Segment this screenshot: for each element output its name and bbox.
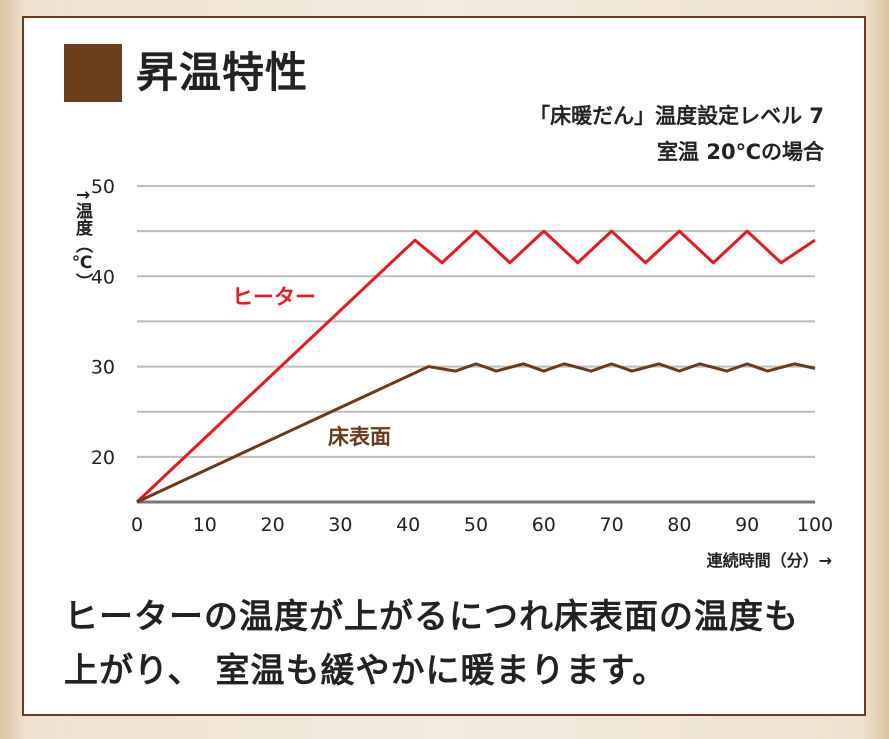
x-tick-label: 50 [464,514,488,536]
x-axis-label: 連続時間（分）→ [707,551,832,570]
x-tick-label: 90 [735,514,759,536]
chart-title: 昇温特性 [136,48,309,97]
subtitle-line-2: 室温 20℃の場合 [657,140,824,164]
chart-subtitle: 「床暖だん」温度設定レベル 7 室温 20℃の場合 [529,98,824,170]
y-tick-label: 40 [91,266,115,288]
y-tick-label: 50 [91,176,115,198]
x-tick-label: 40 [396,514,420,536]
x-tick-label: 20 [261,514,285,536]
heater-series-label: ヒーター [232,285,316,309]
x-tick-label: 70 [600,514,624,536]
chart-caption: ヒーターの温度が上がるにつれ床表面の温度も 上がり、 室温も緩やかに暖まります。 [64,590,844,698]
x-tick-label: 30 [328,514,352,536]
title-marker [64,44,122,102]
y-axis-label: ↑温度（℃） [72,188,93,290]
x-tick-label: 100 [797,514,833,536]
x-tick-label: 60 [532,514,556,536]
x-tick-label: 0 [131,514,143,536]
x-tick-label: 10 [193,514,217,536]
caption-line-1: ヒーターの温度が上がるにつれ床表面の温度も [64,597,799,637]
y-tick-label: 20 [91,447,115,469]
y-tick-label: 30 [91,357,115,379]
caption-line-2: 上がり、 室温も緩やかに暖まります。 [64,651,668,691]
subtitle-line-1: 「床暖だん」温度設定レベル 7 [529,104,824,128]
x-tick-label: 80 [667,514,691,536]
floor-surface-series-line [136,362,816,504]
heater-series-line [135,229,816,504]
floor-surface-series-label: 床表面 [328,425,391,449]
